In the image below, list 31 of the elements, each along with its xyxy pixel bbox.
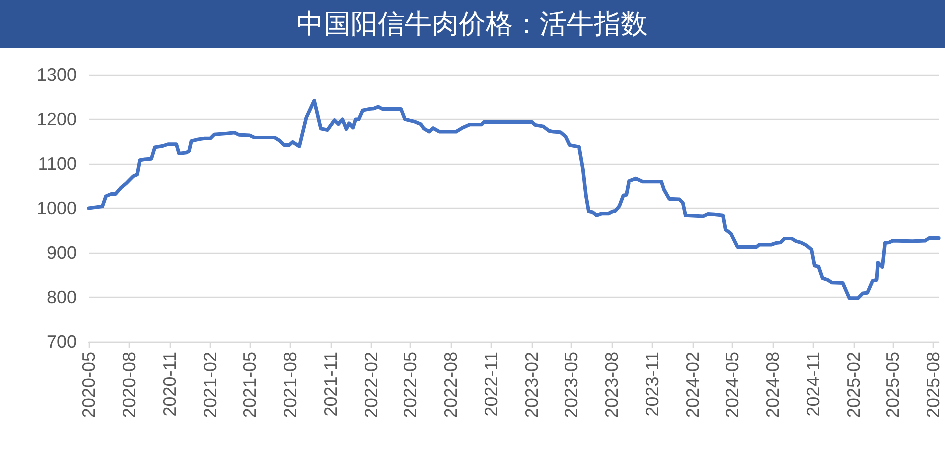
x-tick-label: 2022-11 [482,352,502,417]
line-series [87,99,941,300]
chart-title: 中国阳信牛肉价格：活牛指数 [0,0,945,48]
y-tick-label: 1300 [36,65,77,85]
x-tick-label: 2023-05 [561,352,582,418]
y-tick-label: 900 [46,243,77,263]
x-tick-label: 2024-08 [762,352,783,418]
y-tick-label: 700 [46,332,77,352]
x-tick-label: 2020-08 [120,352,140,418]
x-tick-label: 2024-02 [682,352,703,418]
x-tick-label: 2021-02 [200,352,221,418]
y-tick-label: 1200 [36,110,77,130]
x-tick-label: 2023-11 [642,352,662,417]
x-tick-label: 2025-08 [924,352,944,418]
x-tick-label: 2023-02 [522,352,542,418]
y-tick-label: 800 [46,288,77,308]
x-tick-label: 2020-05 [79,352,99,418]
y-tick-label: 1000 [36,198,77,218]
x-tick-label: 2020-11 [160,352,180,417]
x-tick-label: 2021-05 [240,352,260,418]
x-tick-label: 2022-05 [400,352,421,418]
x-tick-label: 2024-05 [722,352,742,418]
x-tick-label: 2023-08 [602,352,622,418]
x-tick-label: 2025-02 [844,352,864,418]
x-tick-label: 2021-08 [280,352,300,418]
x-tick-label: 2025-05 [883,352,904,418]
x-tick-label: 2022-02 [361,352,382,418]
x-tick-label: 2022-08 [441,352,462,418]
x-tick-label: 2021-11 [320,352,341,417]
y-tick-label: 1100 [38,154,77,174]
x-tick-label: 2024-11 [803,352,824,417]
